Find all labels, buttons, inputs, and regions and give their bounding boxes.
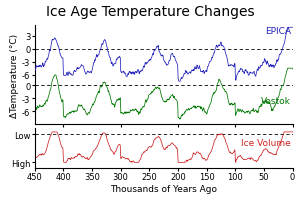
Text: Ice Volume: Ice Volume: [241, 138, 291, 147]
X-axis label: Thousands of Years Ago: Thousands of Years Ago: [110, 184, 217, 193]
Text: Vostok: Vostok: [261, 96, 291, 105]
Text: EPICA: EPICA: [265, 27, 291, 36]
Y-axis label: ΔTemperature (°C): ΔTemperature (°C): [10, 33, 19, 117]
Text: Ice Age Temperature Changes: Ice Age Temperature Changes: [46, 5, 254, 19]
